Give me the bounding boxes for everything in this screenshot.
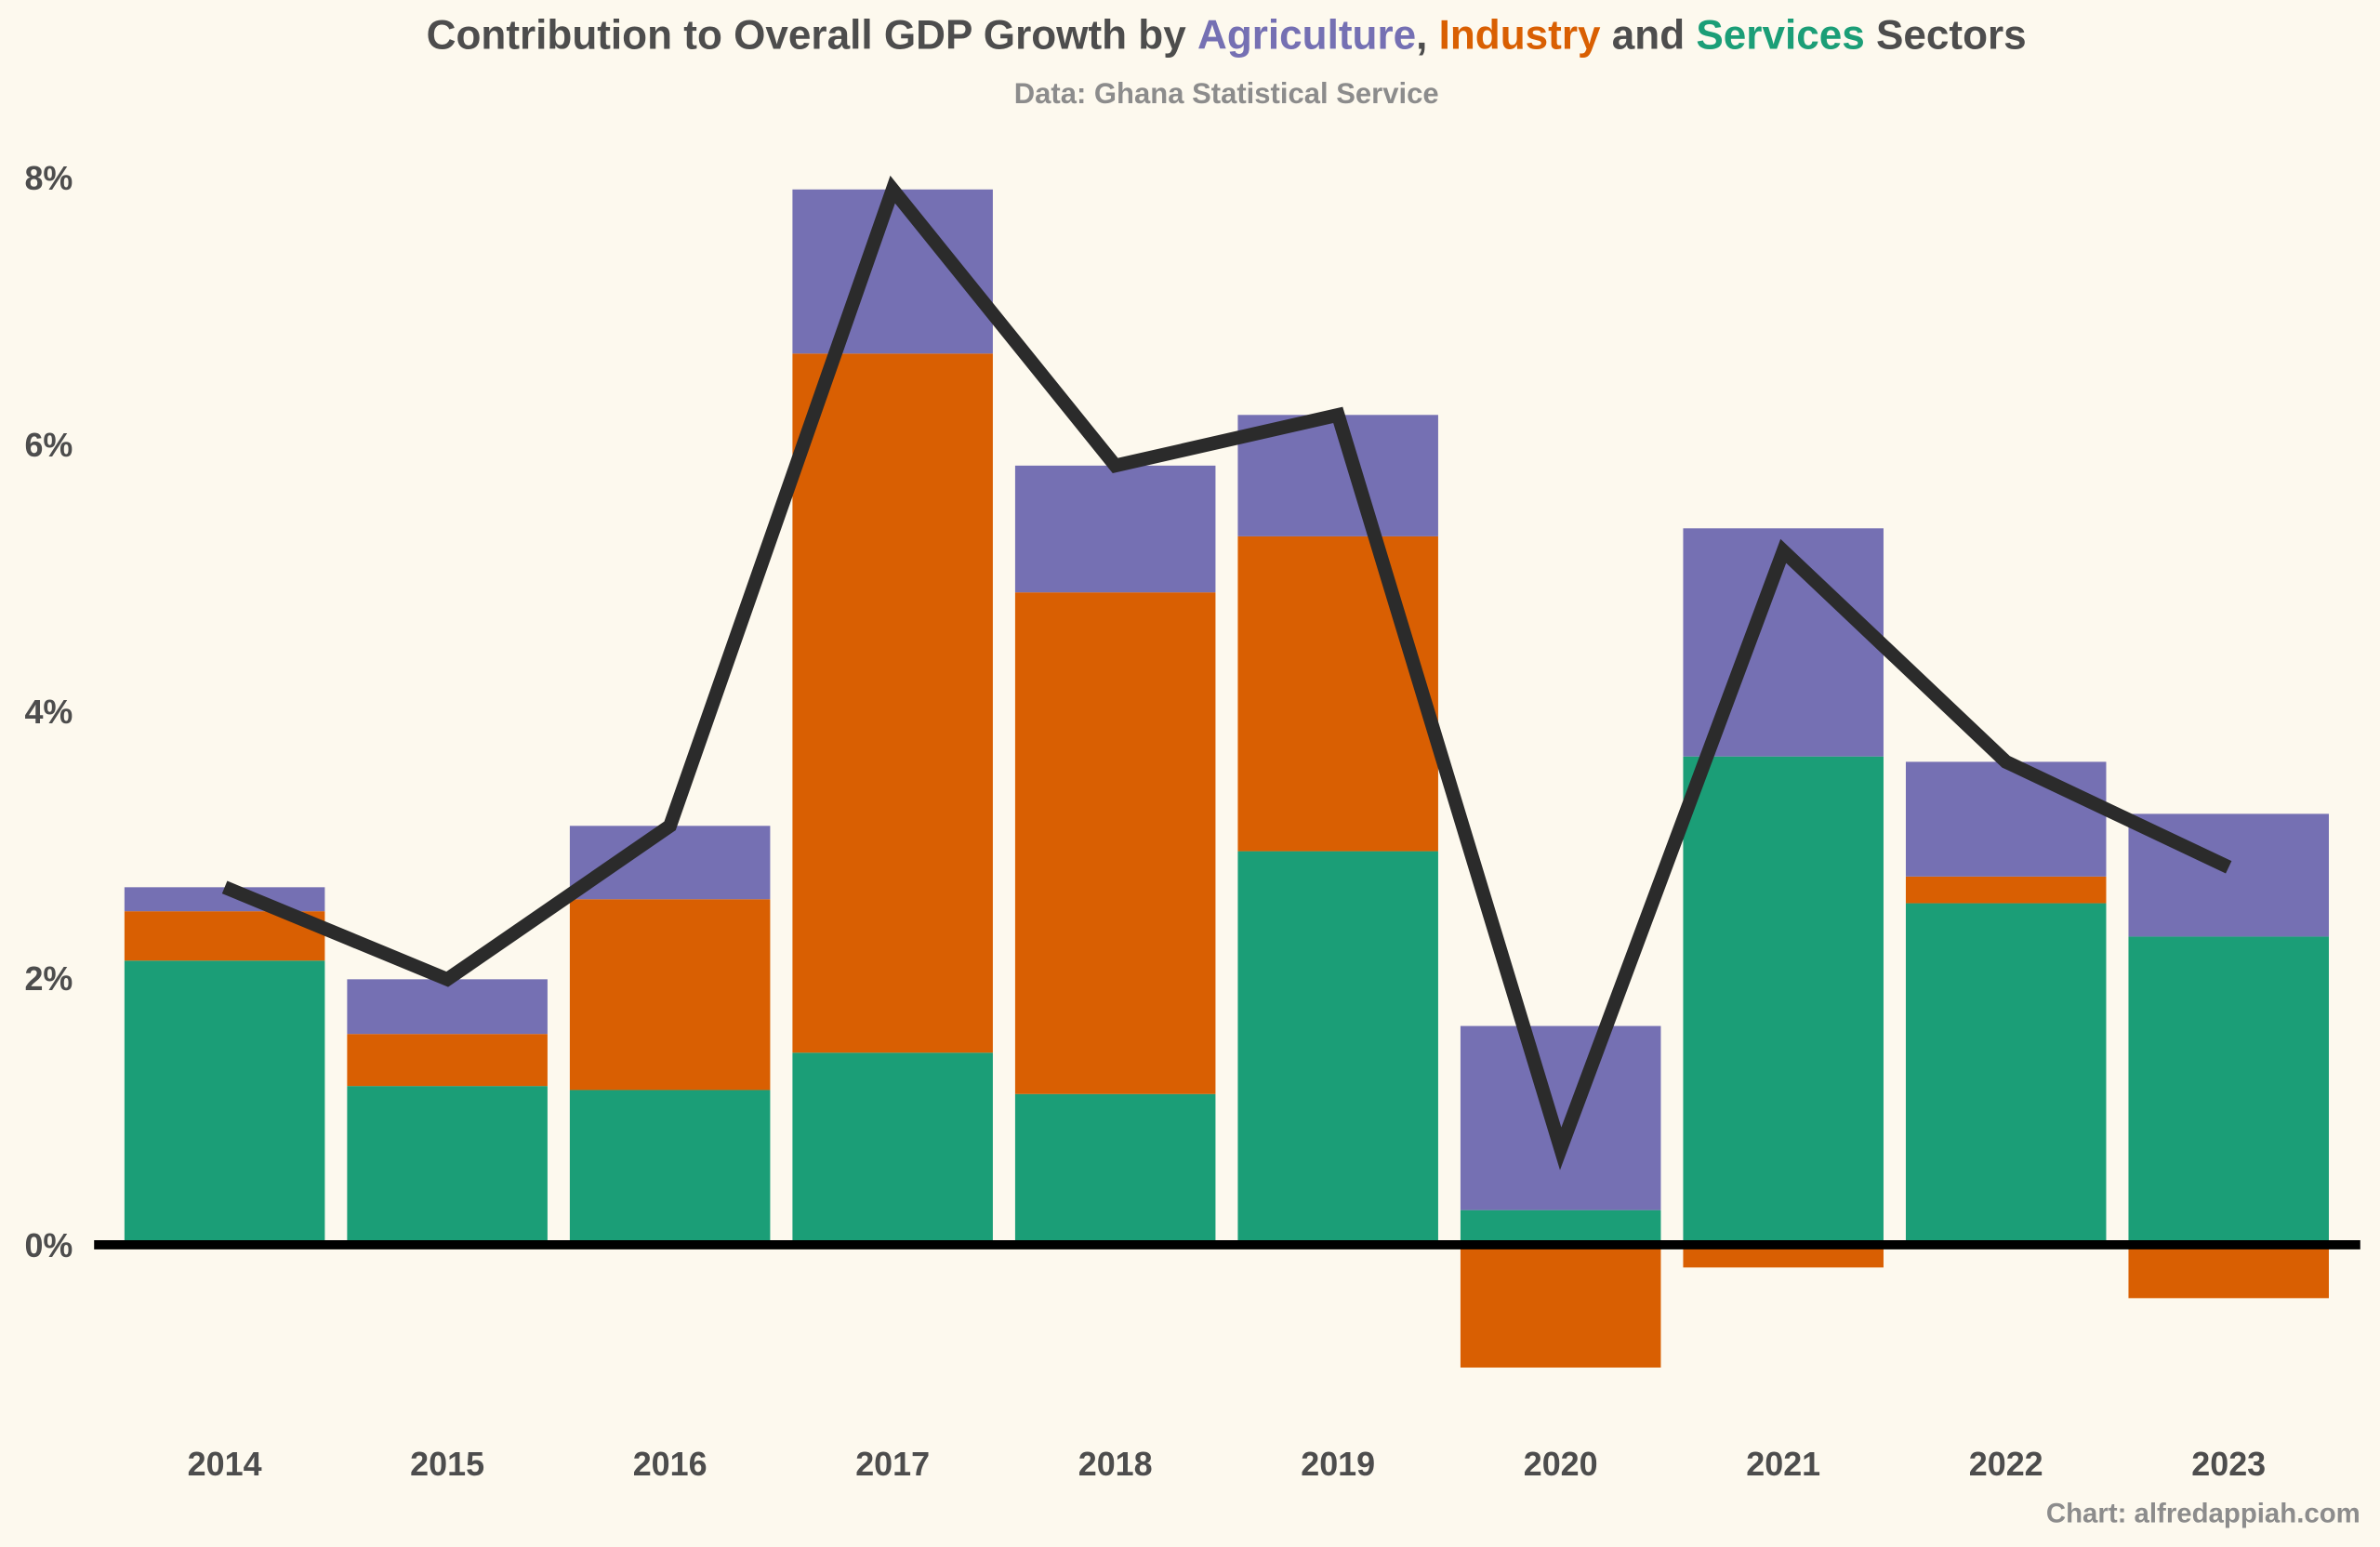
- y-tick-label: 0%: [24, 1226, 73, 1264]
- bar-industry-2017: [792, 353, 993, 1053]
- bar-services-2016: [569, 1090, 771, 1245]
- x-tick-label: 2018: [1078, 1445, 1153, 1483]
- y-tick-label: 2%: [24, 959, 73, 998]
- bar-services-2014: [124, 960, 325, 1245]
- x-tick-label: 2019: [1301, 1445, 1375, 1483]
- x-tick-label: 2015: [410, 1445, 484, 1483]
- y-tick-label: 6%: [24, 426, 73, 464]
- x-tick-label: 2014: [188, 1445, 262, 1483]
- bar-agriculture-2020: [1460, 1025, 1661, 1210]
- bar-industry-2023: [2128, 1244, 2329, 1299]
- bar-industry-2022: [1905, 876, 2107, 904]
- bar-industry-2015: [347, 1034, 548, 1087]
- title-agriculture: Agriculture: [1197, 12, 1416, 58]
- x-tick-label: 2022: [1969, 1445, 2043, 1483]
- bar-agriculture-2016: [569, 826, 771, 900]
- bar-services-2022: [1905, 903, 2107, 1245]
- bar-services-2023: [2128, 936, 2329, 1245]
- bar-industry-2020: [1460, 1244, 1661, 1368]
- x-tick-label: 2020: [1524, 1445, 1598, 1483]
- x-tick-label: 2021: [1746, 1445, 1820, 1483]
- bar-agriculture-2022: [1905, 761, 2107, 877]
- y-tick-label: 8%: [24, 159, 73, 197]
- bar-services-2018: [1014, 1093, 1216, 1245]
- bar-services-2020: [1460, 1210, 1661, 1245]
- bar-services-2019: [1237, 851, 1438, 1245]
- bar-industry-2016: [569, 899, 771, 1091]
- title-services: Services: [1696, 12, 1864, 58]
- y-tick-label: 4%: [24, 693, 73, 731]
- title-part: and: [1601, 12, 1697, 58]
- bar-industry-2019: [1237, 536, 1438, 852]
- bar-services-2015: [347, 1086, 548, 1245]
- title-part: Contribution to Overall GDP Growth by: [427, 12, 1197, 58]
- bar-agriculture-2018: [1014, 465, 1216, 593]
- bar-agriculture-2015: [347, 979, 548, 1035]
- bar-services-2017: [792, 1052, 993, 1245]
- x-tick-label: 2023: [2191, 1445, 2266, 1483]
- chart-title: Contribution to Overall GDP Growth by Ag…: [427, 12, 2027, 58]
- title-part: ,: [1416, 12, 1439, 58]
- bar-services-2021: [1683, 756, 1884, 1245]
- chart-subtitle: Data: Ghana Statistical Service: [1014, 77, 1439, 110]
- total-growth-line: [221, 175, 2232, 1170]
- title-industry: Industry: [1439, 12, 1601, 58]
- title-part: Sectors: [1865, 12, 2027, 58]
- x-tick-label: 2017: [855, 1445, 930, 1483]
- bar-industry-2018: [1014, 592, 1216, 1094]
- x-tick-label: 2016: [633, 1445, 707, 1483]
- chart-caption: Chart: alfredappiah.com: [2046, 1499, 2360, 1529]
